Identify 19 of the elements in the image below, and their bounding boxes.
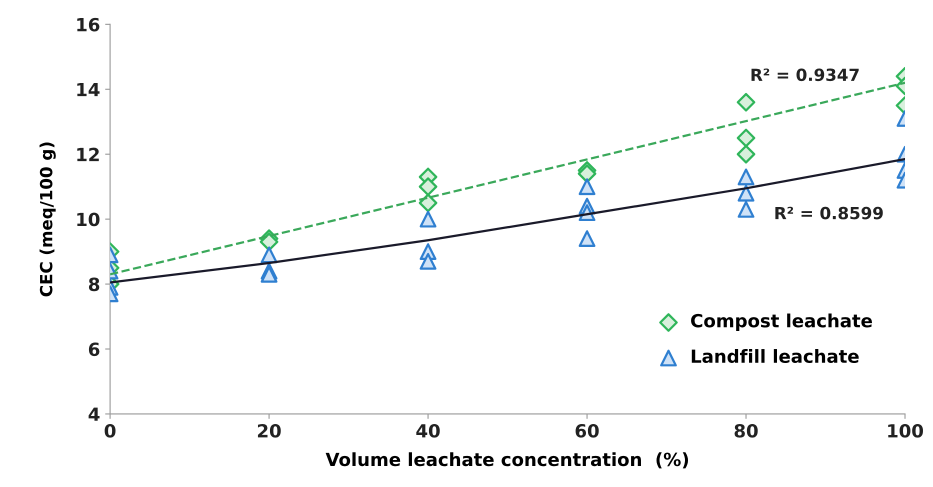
x-tick-label: 60 <box>576 424 599 438</box>
y-tick-label: 8 <box>88 278 100 292</box>
x-tick-label: 20 <box>258 424 281 438</box>
annotation: R² = 0.9347 <box>752 68 859 82</box>
y-tick-label: 10 <box>77 212 100 226</box>
legend-label: Compost leachate <box>691 314 872 331</box>
y-tick-label: 16 <box>77 18 100 32</box>
legend-label: Landfill leachate <box>692 349 859 364</box>
x-axis-title: Volume leachate concentration (%) <box>326 452 688 468</box>
y-tick-label: 6 <box>88 342 100 356</box>
x-tick-label: 0 <box>104 424 116 438</box>
annotation: R² = 0.8599 <box>775 206 883 220</box>
y-tick-label: 4 <box>88 408 100 421</box>
x-tick-label: 40 <box>416 424 440 438</box>
y-tick-label: 12 <box>77 148 99 162</box>
x-tick-label: 100 <box>888 424 923 438</box>
y-axis-title: CEC (meq/100 g) <box>40 142 56 296</box>
x-tick-label: 80 <box>734 424 758 438</box>
y-tick-label: 14 <box>77 82 100 96</box>
